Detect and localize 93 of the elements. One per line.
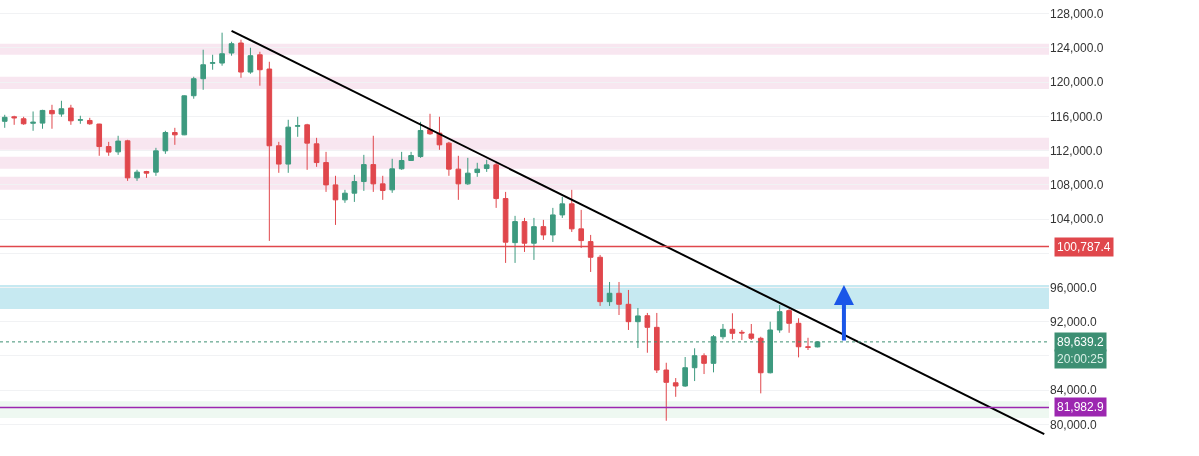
candlestick [398,151,405,171]
candlestick [190,76,197,100]
candlestick [143,170,150,179]
candlestick [115,135,121,156]
text: 20:00:25 [1057,352,1105,366]
y-tick-label: 96,000.0 [1050,280,1098,295]
candlestick [266,61,273,242]
candlestick [559,196,566,219]
candlestick [105,141,112,157]
candlestick [701,352,707,375]
ref-line-label: 89,639.2 [1057,335,1105,349]
candlestick [739,329,745,341]
y-tick-label: 120,000.0 [1050,75,1104,90]
y-tick-label: 92,000.0 [1050,314,1098,329]
candlestick [257,51,263,87]
candlestick [313,137,320,168]
candlestick [408,151,414,162]
candlestick [39,109,46,130]
candlestick [474,162,481,178]
candlestick [96,123,103,157]
y-tick-label: 108,000.0 [1050,178,1104,192]
candlestick [512,215,518,264]
candlestick [748,323,755,341]
candlestick [644,312,651,354]
candlestick [464,157,471,186]
candlestick [332,175,339,226]
candlestick [729,312,736,340]
candlestick [446,141,452,177]
candlestick [351,174,358,203]
candlestick [134,169,140,182]
candlestick [304,123,310,171]
candlestick [30,110,36,132]
candlestick [294,116,301,138]
candlestick [247,47,254,75]
candlestick [540,219,547,241]
candlestick [663,362,670,422]
candlestick [342,189,348,204]
candlestick [153,147,159,177]
candlestick [181,94,188,136]
candlestick [172,127,178,146]
candlestick [531,217,537,261]
candlestick [427,113,433,136]
candlestick [379,175,386,201]
y-tick-label: 128,000.0 [1050,6,1104,21]
candlestick [653,312,660,374]
candlestick [162,130,169,155]
candlestick [77,115,84,125]
candlestick [597,254,603,307]
candlestick [361,154,367,192]
candlestick [323,151,329,193]
candlestick [275,141,282,174]
candlestick [606,281,613,307]
ref-line-label: 100,787.4 [1057,240,1111,254]
candlestick [58,100,65,118]
candlestick [483,159,490,173]
candlestick [1,114,8,129]
candlestick [228,41,235,57]
candlestick [20,116,27,126]
candlestick [625,289,632,331]
y-tick-label: 112,000.0 [1050,143,1103,158]
ref-line-label: 81,982.9 [1057,400,1105,414]
candlestick [285,119,292,174]
candlestick [568,189,575,233]
candlestick [124,139,131,182]
candlestick [682,356,688,388]
candlestick [86,117,93,126]
y-tick-label: 124,000.0 [1050,41,1104,56]
candlestick [200,49,206,91]
candlestick [776,304,783,334]
candlestick [786,308,792,334]
candlestick [209,54,216,71]
candlestick [68,104,74,126]
candlestick [672,377,679,398]
y-tick-label: 80,000.0 [1050,417,1098,432]
candlestick [389,158,396,194]
y-tick-label: 104,000.0 [1050,212,1104,227]
candlestick [219,32,225,67]
candlestick [49,104,55,130]
candlestick [238,39,244,79]
candlestick [616,281,622,316]
candlestick [493,162,499,209]
candlestick [370,135,377,193]
candlestick [691,347,698,382]
y-tick-label: 84,000.0 [1050,383,1098,398]
candlestick [795,317,802,358]
candlestick [805,337,811,351]
y-tick-label: 116,000.0 [1050,109,1103,124]
candlestick [720,323,726,340]
candlestick [550,207,556,243]
candlestick [417,121,424,159]
candlestick [11,115,17,126]
candlestick [455,155,462,201]
candlestick [757,336,764,394]
